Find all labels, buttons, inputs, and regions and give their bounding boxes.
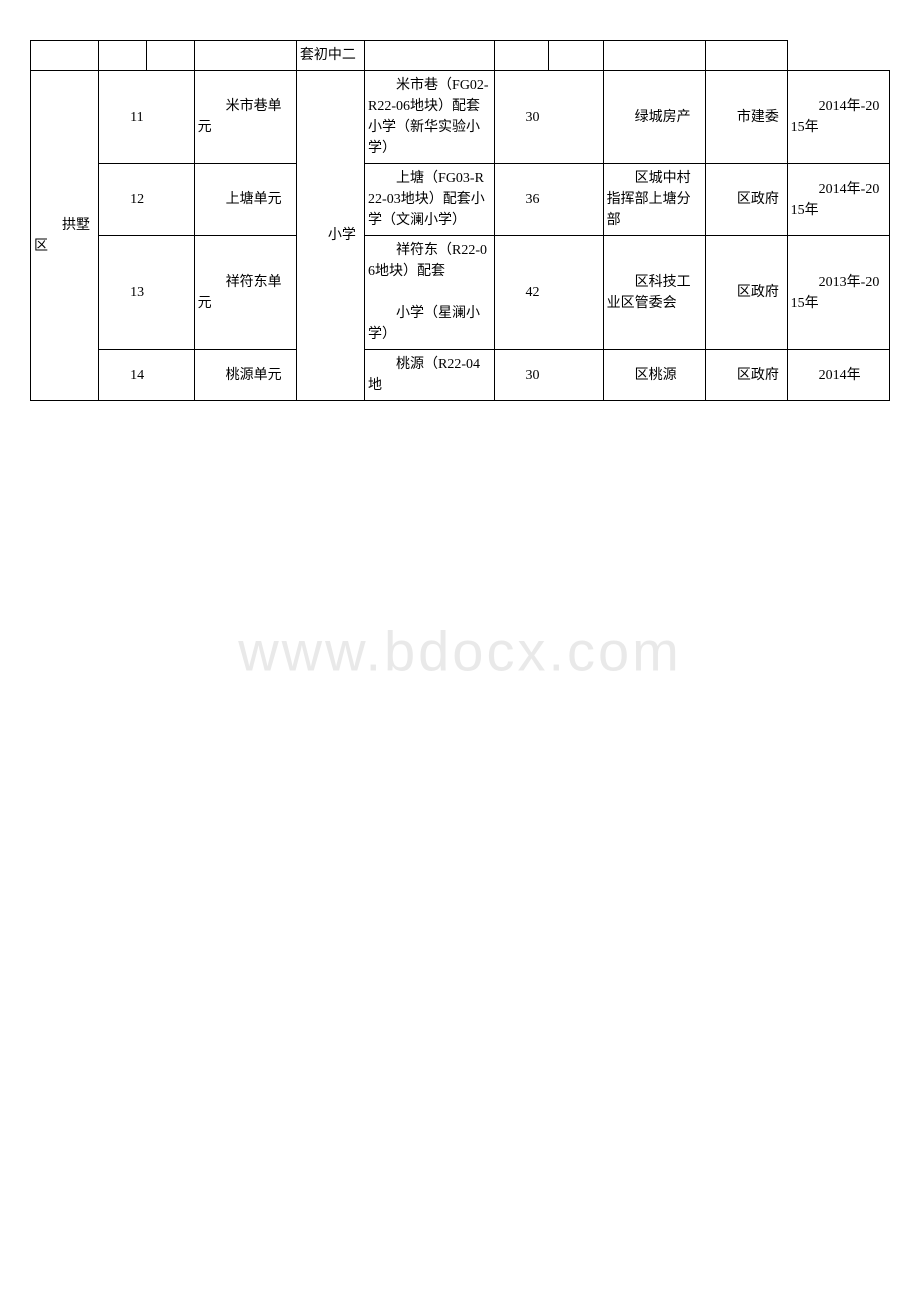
auth-cell: 区政府 [705,350,787,401]
dept-cell: 区桃源 [603,350,705,401]
cell [99,41,147,71]
project-cell: 祥符东（R22-06地块）配套 小学（星澜小学） [365,236,495,350]
dept-cell: 绿城房产 [603,71,705,164]
unit-cell: 上塘单元 [194,164,296,236]
unit-cell: 桃源单元 [194,350,296,401]
cell [365,41,495,71]
year-cell: 2014年-2015年 [787,164,889,236]
year-cell: 2013年-2015年 [787,236,889,350]
cell [494,41,549,71]
cell [705,41,787,71]
cell [146,41,194,71]
cell [31,41,99,71]
year-cell: 2014年-2015年 [787,71,889,164]
district-cell: 拱墅区 [31,71,99,401]
seq-cell: 13 [99,236,194,350]
seq-cell: 12 [99,164,194,236]
cell [549,41,604,71]
watermark: www.bdocx.com [238,619,682,684]
project-cell: 桃源（R22-04地 [365,350,495,401]
auth-cell: 市建委 [705,71,787,164]
num-cell: 42 [494,236,603,350]
cell: 套初中二 [296,41,364,71]
dept-cell: 区科技工业区管委会 [603,236,705,350]
project-cell: 米市巷（FG02-R22-06地块）配套小学（新华实验小学） [365,71,495,164]
num-cell: 30 [494,350,603,401]
cell [603,41,705,71]
year-cell: 2014年 [787,350,889,401]
cell [194,41,296,71]
table-row: 13 祥符东单元 祥符东（R22-06地块）配套 小学（星澜小学） 42 区科技… [31,236,890,350]
table-row: 拱墅区 11 米市巷单元 小学 米市巷（FG02-R22-06地块）配套小学（新… [31,71,890,164]
project-text-1: 祥符东（R22-06地块）配套 [368,243,487,279]
unit-cell: 米市巷单元 [194,71,296,164]
seq-cell: 11 [99,71,194,164]
table-row: 14 桃源单元 桃源（R22-04地 30 区桃源 区政府 2014年 [31,350,890,401]
dept-cell: 区城中村指挥部上塘分部 [603,164,705,236]
num-cell: 30 [494,71,603,164]
table-row: 套初中二 [31,41,890,71]
table-row: 12 上塘单元 上塘（FG03-R22-03地块）配套小学（文澜小学） 36 区… [31,164,890,236]
project-text-2: 小学（星澜小学） [368,306,480,342]
project-cell: 上塘（FG03-R22-03地块）配套小学（文澜小学） [365,164,495,236]
auth-cell: 区政府 [705,164,787,236]
num-cell: 36 [494,164,603,236]
level-cell: 小学 [296,71,364,401]
auth-cell: 区政府 [705,236,787,350]
seq-cell: 14 [99,350,194,401]
main-table: 套初中二 拱墅区 11 米市巷单元 小学 米市巷（FG02-R22-06地块）配… [30,40,890,401]
unit-cell: 祥符东单元 [194,236,296,350]
